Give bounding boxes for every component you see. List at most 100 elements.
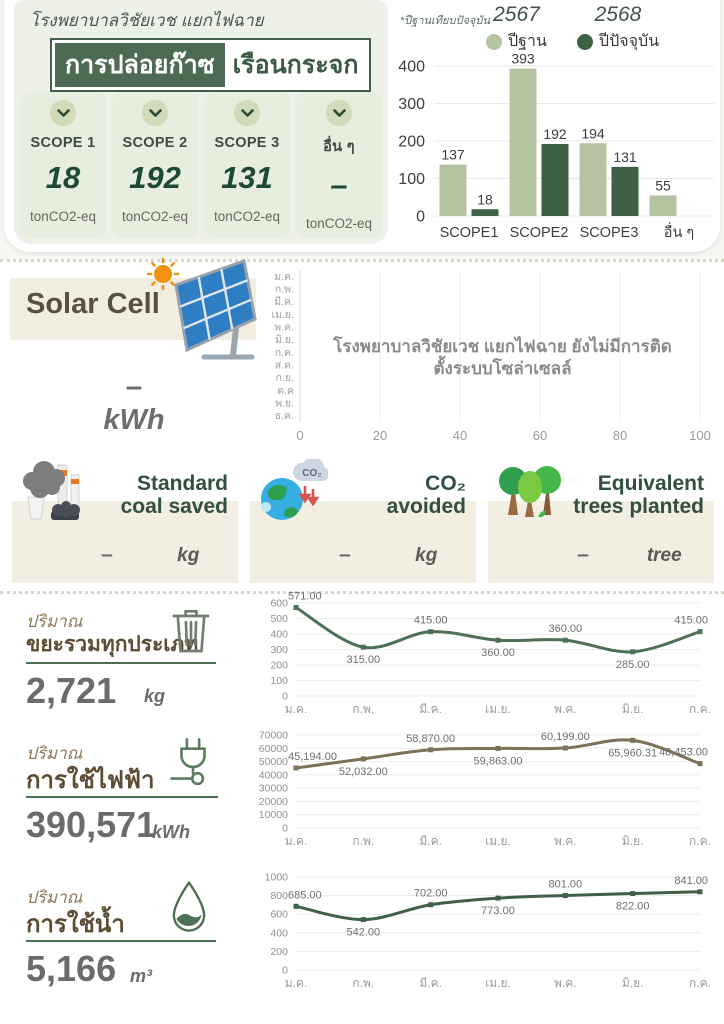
svg-text:45,194.00: 45,194.00 [288,751,337,763]
solar-value: – [125,370,143,403]
water-value: 5,166 [26,948,117,989]
svg-text:ต.ค: ต.ค [277,385,294,397]
svg-text:ก.ค.: ก.ค. [689,976,711,990]
waste-unit: kg [144,686,166,706]
trees-icon [494,459,562,521]
svg-text:SCOPE2: SCOPE2 [510,225,569,241]
scope-other-card: อื่น ๆ – tonCO2-eq [296,92,382,238]
scope1-unit: tonCO2-eq [29,209,97,224]
svg-text:50000: 50000 [259,756,288,768]
svg-text:400: 400 [270,629,288,641]
svg-text:ส.ค.: ส.ค. [275,360,294,372]
svg-text:48,453.00: 48,453.00 [659,747,708,759]
coal-saved-value: – [101,543,113,566]
svg-text:ก.พ.: ก.พ. [352,702,374,716]
ghg-legend: 2567 ปีฐาน 2568 ปีปัจจุบัน [486,3,659,54]
scope3-expand-button[interactable] [234,100,260,126]
svg-text:เม.ย.: เม.ย. [272,309,295,321]
solar-empty-message: โรงพยาบาลวิชัยเวช แยกไฟฉาย ยังไม่มีการติ… [333,337,672,379]
ghg-section-card: โรงพยาบาลวิชัยเวช แยกไฟฉาย การปล่อยก๊าซ … [4,0,720,252]
co2-avoided-unit: kg [415,545,438,566]
svg-text:58,870.00: 58,870.00 [406,733,455,745]
solar-title: Solar Cell [26,288,160,320]
electricity-value: 390,571 [26,804,157,845]
svg-text:มี.ค.: มี.ค. [274,295,294,308]
svg-text:192: 192 [543,126,567,142]
svg-text:200: 200 [270,660,288,672]
water-name: การใช้น้ำ [26,911,125,938]
waste-name: ขยะรวมทุกประเภท [26,633,199,656]
svg-text:300: 300 [270,644,288,656]
chevron-down-icon [148,108,162,117]
trees-planted-unit: tree [646,545,682,566]
svg-text:131: 131 [613,149,637,165]
solar-chart: 0 20 40 60 80 100 ม.ค. ก.พ. มี.ค. เม.ย. พ.ค. มิ.ย. ก… [258,266,716,446]
section-divider [0,259,724,262]
svg-text:55: 55 [655,177,671,193]
svg-text:ก.พ.: ก.พ. [352,834,374,848]
svg-text:40000: 40000 [259,769,288,781]
card-title: Equivalent trees planted [573,472,704,518]
legend-current-year: 2568 ปีปัจจุบัน [576,3,659,54]
card-title: Standard coal saved [120,472,228,518]
scope1-value: 18 [45,160,81,195]
scope3-label: SCOPE 3 [214,135,280,151]
svg-text:500: 500 [270,613,288,625]
baseline-note: *ปีฐานเทียบปัจจุบัน [400,15,490,27]
svg-text:1000: 1000 [265,872,289,884]
scope-other-expand-button[interactable] [326,100,352,126]
svg-text:20: 20 [373,428,387,443]
svg-text:773.00: 773.00 [481,905,515,917]
electricity-unit: kWh [152,822,190,842]
co2-avoided-card: CO₂ CO₂ avoided – kg [250,459,476,583]
water-underline [26,940,216,942]
svg-text:10000: 10000 [259,809,288,821]
svg-text:600: 600 [270,598,288,610]
svg-text:822.00: 822.00 [616,901,650,913]
svg-text:100: 100 [270,675,288,687]
svg-text:SCOPE1: SCOPE1 [440,225,499,241]
svg-text:มิ.ย.: มิ.ย. [622,702,644,716]
scope3-card: SCOPE 3 131 tonCO2-eq [204,92,290,238]
svg-text:393: 393 [511,51,535,67]
water-prefix: ปริมาณ [26,888,83,907]
trees-planted-card: Equivalent trees planted – tree [488,463,714,583]
scope1-expand-button[interactable] [50,100,76,126]
scope1-card: SCOPE 1 18 tonCO2-eq [20,92,106,238]
svg-text:415.00: 415.00 [674,615,708,627]
scope-cards-row: SCOPE 1 18 tonCO2-eq SCOPE 2 192 tonCO2-… [20,92,382,238]
svg-text:มิ.ย.: มิ.ย. [622,976,644,990]
svg-text:65,960.31: 65,960.31 [608,747,657,759]
waste-prefix: ปริมาณ [26,612,83,631]
scope3-value: 131 [221,160,273,195]
plug-icon [170,736,216,792]
svg-text:800: 800 [270,890,288,902]
svg-text:300: 300 [398,96,425,113]
svg-text:40: 40 [453,428,467,443]
svg-text:80: 80 [613,428,627,443]
svg-text:59,863.00: 59,863.00 [474,755,523,767]
svg-text:0: 0 [282,823,288,835]
ghg-bar-chart: 0 100 200 300 400 SCOPE1 137 18 SCOPE2 393 192 SCOP… [388,48,722,246]
electricity-underline [26,796,218,798]
svg-text:0: 0 [282,965,288,977]
scope2-value: 192 [129,160,181,195]
svg-text:137: 137 [441,147,465,163]
svg-text:315.00: 315.00 [347,654,381,666]
scope2-label: SCOPE 2 [122,135,188,151]
water-drop-icon [168,880,210,934]
electricity-line-chart: 0 10000 20000 30000 40000 50000 60000 70000 45,1… [238,724,718,850]
coal-plant-icon [18,459,84,521]
svg-text:พ.ค.: พ.ค. [274,322,294,334]
scope3-unit: tonCO2-eq [213,209,281,224]
legend-year-2568: 2568 [594,3,642,26]
svg-text:อื่น ๆ: อื่น ๆ [664,222,694,241]
scope2-expand-button[interactable] [142,100,168,126]
svg-text:52,032.00: 52,032.00 [339,766,388,778]
svg-text:542.00: 542.00 [347,927,381,939]
scope-other-label: อื่น ๆ [323,139,355,155]
baseline-legend-dot [486,33,502,50]
svg-text:ก.ค.: ก.ค. [689,702,711,716]
svg-text:702.00: 702.00 [414,888,448,900]
coal-saved-card: Standard coal saved – kg [12,461,238,583]
